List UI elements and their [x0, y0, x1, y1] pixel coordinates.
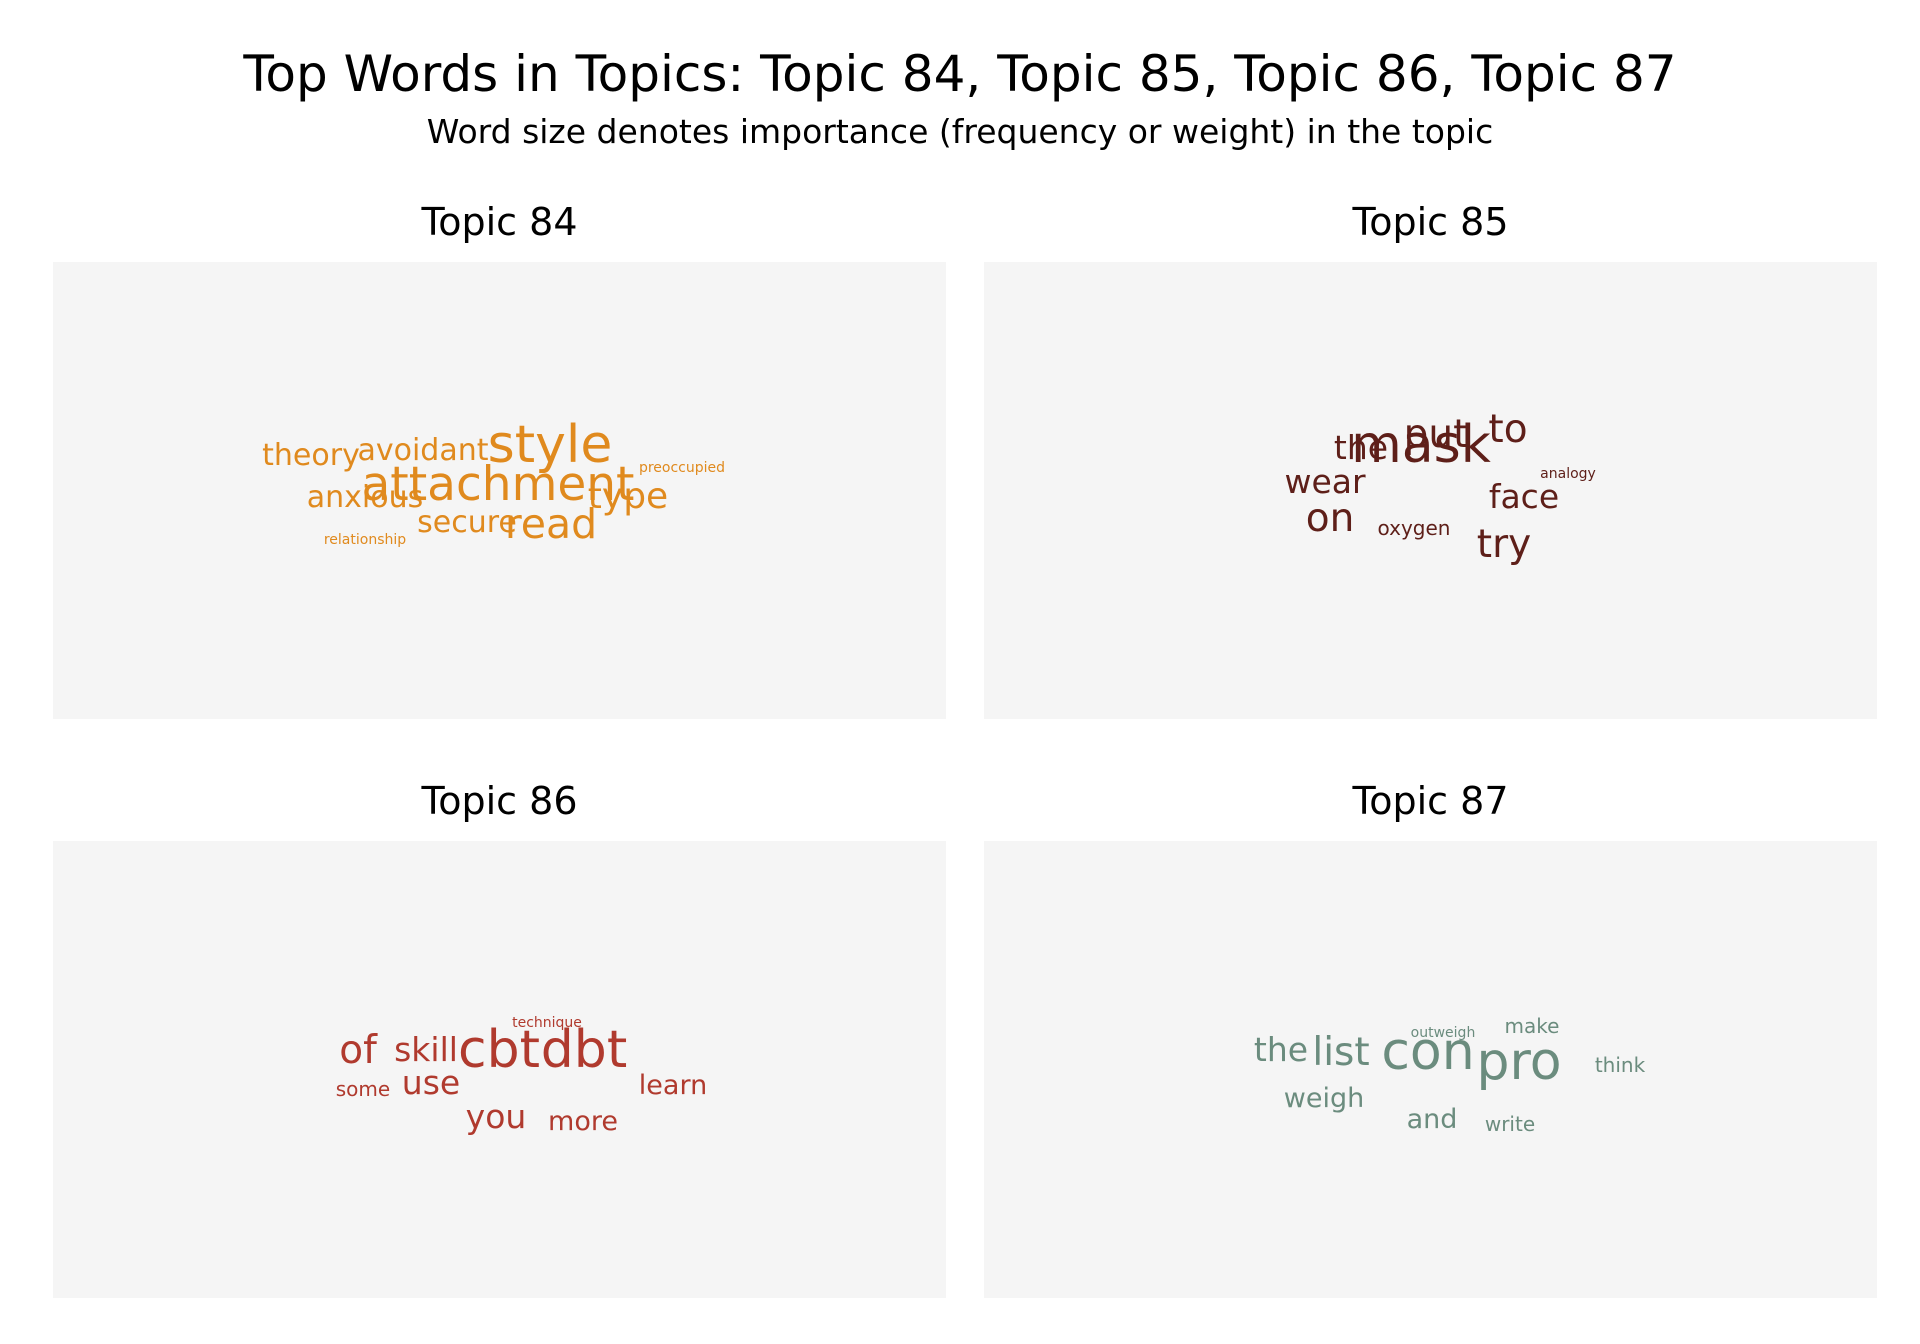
wordcloud-topic-85: mask on put to try wear face the oxygen analogy	[1284, 407, 1596, 567]
panel-title-topic-86: Topic 86	[421, 779, 578, 823]
word-of: of	[339, 1028, 378, 1073]
wordcloud-panel-topic-87: con pro list the and weigh write think make outwe…	[984, 841, 1877, 1298]
wordcloud-panel-topic-86: cbt dbt of skill use you more learn some techniqu…	[53, 841, 946, 1298]
word-you: you	[466, 1097, 527, 1136]
word-outweigh: outweigh	[1411, 1025, 1476, 1041]
word-to: to	[1488, 407, 1527, 452]
wordcloud-panel-topic-85: mask on put to try wear face the oxygen analogy	[984, 262, 1877, 719]
word-oxygen: oxygen	[1378, 516, 1451, 540]
word-make: make	[1505, 1014, 1560, 1038]
word-type: type	[588, 476, 668, 517]
word-con: con	[1381, 1022, 1474, 1082]
word-skill: skill	[394, 1030, 458, 1069]
word-list: list	[1312, 1030, 1369, 1075]
word-the: the	[1334, 428, 1388, 467]
word-learn: learn	[639, 1070, 707, 1101]
word-attachment: attachment	[361, 457, 634, 512]
word-avoidant: avoidant	[357, 433, 488, 468]
word-dbt: dbt	[541, 1020, 627, 1080]
word-mask: mask	[1351, 415, 1491, 475]
word-preoccupied: preoccupied	[639, 460, 725, 476]
word-put: put	[1404, 412, 1469, 457]
word-write: write	[1485, 1112, 1535, 1136]
word-pro: pro	[1476, 1032, 1561, 1092]
word-weigh: weigh	[1284, 1083, 1364, 1114]
word-wear: wear	[1284, 462, 1366, 501]
word-some: some	[336, 1077, 390, 1101]
word-use: use	[402, 1063, 460, 1102]
word-try: try	[1477, 522, 1531, 567]
word-and: and	[1407, 1104, 1458, 1135]
word-anxious: anxious	[307, 480, 423, 515]
word-on: on	[1306, 496, 1355, 541]
wordcloud-panel-topic-84: style attachment read type anxious secure theo…	[53, 262, 946, 719]
word-style: style	[488, 415, 613, 475]
word-theory: theory	[262, 438, 360, 473]
word-cbt: cbt	[458, 1020, 540, 1080]
panel-title-topic-85: Topic 85	[1352, 200, 1509, 244]
chart-title: Top Words in Topics: Topic 84, Topic 85,…	[243, 45, 1677, 103]
word-the: the	[1254, 1030, 1308, 1069]
word-more: more	[548, 1106, 618, 1137]
panel-title-topic-84: Topic 84	[421, 200, 578, 244]
word-relationship: relationship	[324, 532, 406, 548]
panel-title-topic-87: Topic 87	[1352, 779, 1509, 823]
word-face: face	[1489, 477, 1559, 516]
word-read: read	[505, 500, 597, 548]
word-analogy: analogy	[1540, 466, 1596, 482]
word-secure: secure	[417, 505, 517, 540]
word-think: think	[1595, 1053, 1646, 1077]
word-technique: technique	[512, 1015, 582, 1031]
chart-subtitle: Word size denotes importance (frequency …	[426, 112, 1494, 151]
